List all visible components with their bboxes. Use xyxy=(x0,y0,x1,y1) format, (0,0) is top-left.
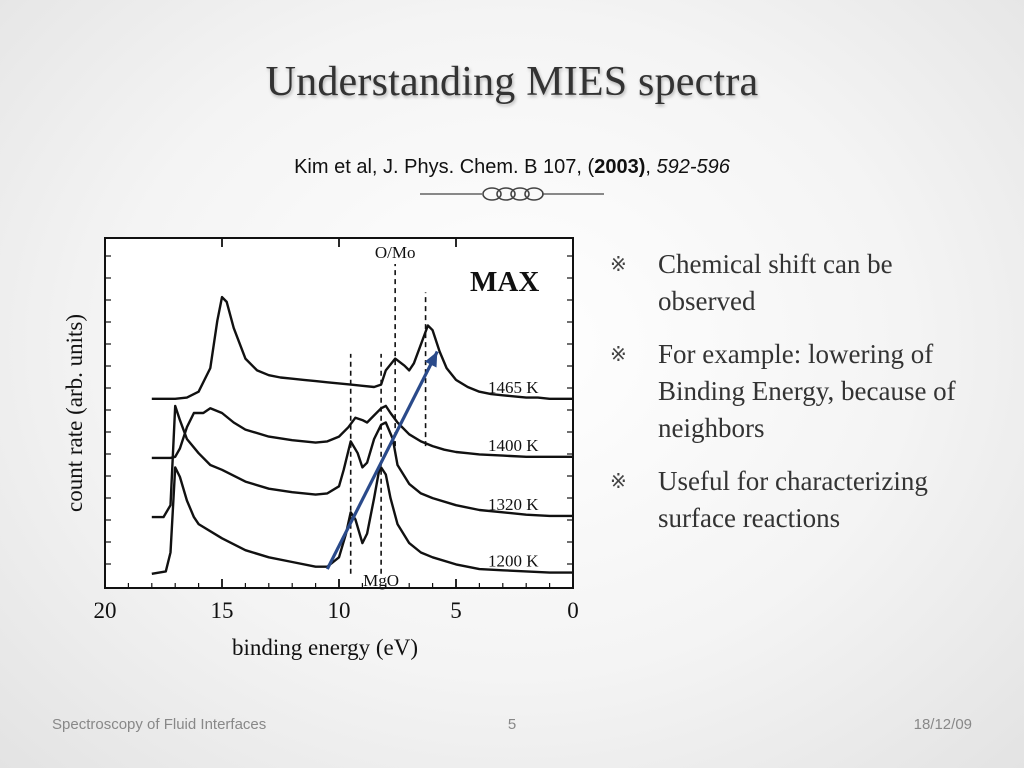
series-label: 1200 K xyxy=(488,552,539,571)
mies-spectra-chart: MgO O/Mo 20 15 10 5 0 1465 K 1400 K 1320 K 1200 … xyxy=(62,237,579,660)
footer-course-title: Spectroscopy of Fluid Interfaces xyxy=(52,716,267,733)
citation: Kim et al, J. Phys. Chem. B 107, (2003),… xyxy=(0,156,1024,179)
series-line-1320-K xyxy=(151,404,573,519)
arrow-layer xyxy=(325,350,439,570)
marker-label: O/Mo xyxy=(375,243,416,262)
scroll-ornament-icon xyxy=(420,187,604,201)
reference-mark-icon: ※ xyxy=(610,342,627,366)
bullet-text: Useful for characterizing surface reacti… xyxy=(658,466,928,533)
series-label: 1320 K xyxy=(488,495,539,514)
x-tick-label: 15 xyxy=(211,598,234,623)
slide-title: Understanding MIES spectra xyxy=(265,59,759,105)
marker-label: MgO xyxy=(363,571,399,590)
bullet-list: ※ Chemical shift can be observed ※ For e… xyxy=(610,246,990,553)
bullet-text: Chemical shift can be observed xyxy=(658,249,893,316)
bullet-item: ※ Useful for characterizing surface reac… xyxy=(610,463,990,537)
series-label: 1400 K xyxy=(488,436,539,455)
bullet-item: ※ For example: lowering of Binding Energ… xyxy=(610,336,990,447)
citation-authors: Kim et al, J. Phys. Chem. B 107, ( xyxy=(294,156,595,178)
trend-arrow-line xyxy=(325,350,439,570)
x-axis-label: binding energy (eV) xyxy=(232,635,418,660)
marker-layer: MgO O/Mo xyxy=(349,243,427,590)
footer-date: 18/12/09 xyxy=(913,716,972,733)
bullet-item: ※ Chemical shift can be observed xyxy=(610,246,990,320)
citation-year: 2003) xyxy=(594,156,646,178)
series-line-1200-K xyxy=(151,466,573,575)
citation-pages: 592-596 xyxy=(656,156,730,178)
max-label: MAX xyxy=(470,266,539,298)
series-label: 1465 K xyxy=(488,378,539,397)
x-tick-label: 0 xyxy=(567,598,579,623)
x-tick-label: 5 xyxy=(450,598,462,623)
x-axis-ticks: 20 15 10 5 0 xyxy=(94,238,579,623)
x-tick-label: 10 xyxy=(328,598,351,623)
y-axis-label: count rate (arb. units) xyxy=(62,314,87,512)
series-labels: 1465 K 1400 K 1320 K 1200 K xyxy=(488,378,539,571)
reference-mark-icon: ※ xyxy=(610,469,627,493)
reference-mark-icon: ※ xyxy=(610,252,627,276)
footer-page-number: 5 xyxy=(507,716,517,733)
chart-background xyxy=(105,238,573,588)
bullet-text: For example: lowering of Binding Energy,… xyxy=(658,339,956,443)
x-tick-label: 20 xyxy=(94,598,117,623)
series-line-1400-K xyxy=(151,404,573,460)
trend-arrow-head xyxy=(424,351,438,368)
series-layer xyxy=(151,295,573,575)
citation-separator: , xyxy=(645,156,657,178)
